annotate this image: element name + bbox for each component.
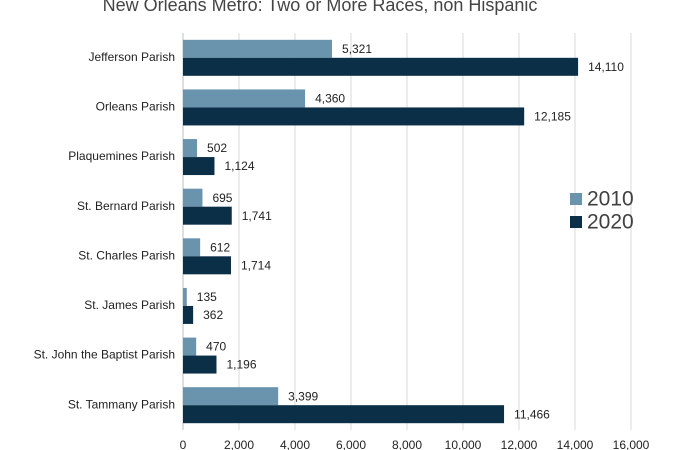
bar — [183, 89, 306, 108]
value-label: 12,185 — [534, 110, 571, 124]
value-label: 1,124 — [224, 159, 254, 173]
value-label: 1,714 — [241, 258, 271, 272]
y-tick-label: Jefferson Parish — [89, 50, 176, 64]
bar — [183, 107, 525, 126]
y-tick-label: St. Charles Parish — [78, 248, 175, 262]
value-label: 14,110 — [588, 60, 624, 74]
x-tick-label: 4,000 — [280, 438, 310, 450]
legend-label: 2020 — [587, 211, 634, 234]
x-tick-label: 2,000 — [224, 438, 254, 450]
value-label: 4,360 — [315, 92, 345, 106]
x-tick-label: 8,000 — [392, 438, 422, 450]
x-tick-label: 10,000 — [445, 438, 482, 450]
y-tick-label: St. John the Baptist Parish — [34, 348, 175, 362]
bar — [183, 287, 187, 306]
legend-label: 2010 — [587, 188, 634, 211]
value-label: 1,196 — [226, 358, 256, 372]
bar — [183, 337, 197, 356]
bar — [183, 355, 217, 374]
x-tick-label: 14,000 — [557, 438, 594, 450]
bar — [183, 405, 505, 424]
y-tick-label: St. James Parish — [84, 298, 175, 312]
value-label: 612 — [210, 240, 230, 254]
bar — [183, 188, 203, 207]
value-label: 11,466 — [514, 407, 550, 421]
value-label: 362 — [203, 308, 223, 322]
x-tick-label: 6,000 — [336, 438, 366, 450]
value-label: 1,741 — [242, 209, 272, 223]
bar — [183, 305, 194, 324]
bar — [183, 206, 232, 225]
bar — [183, 139, 198, 158]
value-label: 3,399 — [288, 389, 318, 403]
bar — [183, 256, 231, 275]
value-label: 5,321 — [342, 42, 372, 56]
bar — [183, 238, 201, 257]
y-tick-label: St. Bernard Parish — [77, 199, 175, 213]
bar — [183, 157, 215, 176]
x-tick-label: 0 — [180, 438, 187, 450]
x-tick-label: 16,000 — [613, 438, 650, 450]
value-label: 695 — [212, 191, 232, 205]
legend-swatch — [570, 193, 582, 205]
y-tick-label: Orleans Parish — [96, 100, 175, 114]
x-tick-label: 12,000 — [501, 438, 538, 450]
y-tick-label: Plaquemines Parish — [68, 149, 175, 163]
bar — [183, 387, 279, 406]
legend-swatch — [570, 216, 582, 228]
bar — [183, 39, 332, 58]
value-label: 135 — [197, 290, 217, 304]
y-tick-label: St. Tammany Parish — [68, 397, 175, 411]
chart-title: New Orleans Metro: Two or More Races, no… — [103, 0, 538, 15]
value-label: 470 — [206, 340, 226, 354]
bar — [183, 57, 579, 76]
value-label: 502 — [207, 141, 227, 155]
